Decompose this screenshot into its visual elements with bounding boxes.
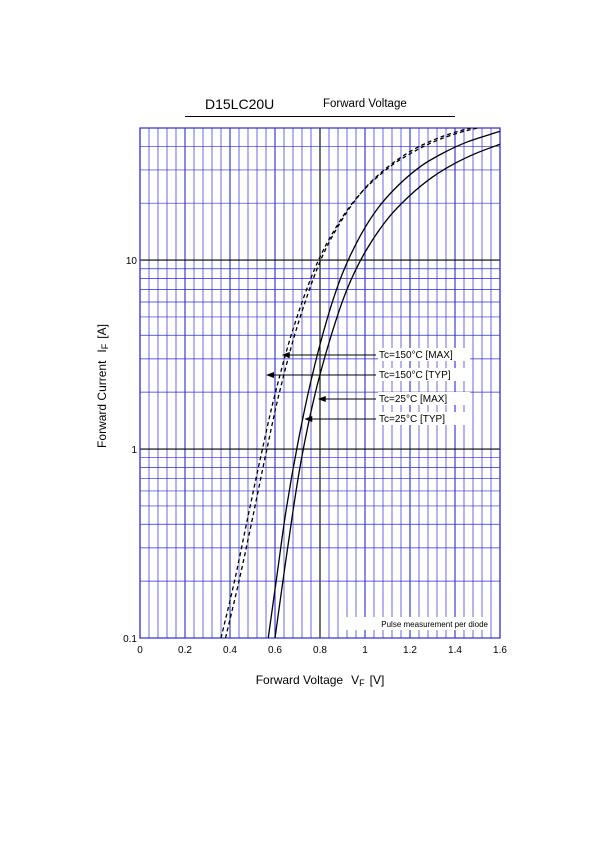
y-axis-subscript: F	[100, 343, 110, 349]
annotation-arrowhead	[304, 416, 313, 422]
y-axis-title: Forward Current	[95, 360, 109, 448]
x-tick-label: 1.2	[403, 645, 417, 656]
annotation-arrowhead	[281, 352, 290, 358]
x-tick-label: 0.8	[313, 645, 327, 656]
part-number: D15LC20U	[205, 96, 275, 112]
series-line	[274, 143, 500, 638]
curves	[220, 128, 500, 638]
annotation-label-bg	[378, 392, 470, 405]
y-axis-label: Forward Current IF [A]	[95, 324, 110, 448]
annotation-label-bg	[378, 368, 470, 381]
x-tick-label: 1.6	[493, 645, 507, 656]
y-tick-label: 0.1	[123, 634, 137, 645]
y-axis-symbol: I	[95, 349, 109, 352]
x-tick-label: 0.4	[223, 645, 237, 656]
x-tick-label: 1	[362, 645, 368, 656]
y-tick-label: 10	[126, 256, 138, 267]
x-tick-label: 0	[137, 645, 143, 656]
annotation-label: Tc=150°C [MAX]	[379, 350, 453, 361]
x-axis-subscript: F	[359, 678, 365, 688]
grid	[139, 127, 501, 639]
series-line	[267, 130, 500, 638]
annotations: Tc=150°C [MAX] Tc=150°C [TYP] Tc=25°C [MAX…	[266, 348, 470, 425]
series-line	[224, 128, 474, 638]
annotation-label: Tc=25°C [TYP]	[379, 414, 445, 425]
measurement-note: Pulse measurement per diode	[381, 620, 488, 629]
x-tick-label: 1.4	[448, 645, 462, 656]
annotation-label: Tc=150°C [TYP]	[379, 370, 451, 381]
x-axis-unit: [V]	[370, 673, 385, 687]
note-background	[346, 617, 490, 630]
x-axis-label: Forward Voltage VF [V]	[256, 673, 385, 688]
x-axis-title: Forward Voltage	[256, 673, 344, 687]
x-tick-label: 0.6	[268, 645, 282, 656]
x-tick-label: 0.2	[178, 645, 192, 656]
page-title: D15LC20U Forward Voltage	[185, 96, 455, 117]
y-axis-unit: [A]	[95, 324, 109, 339]
plot-border	[139, 127, 501, 639]
annotation-label-bg	[378, 412, 470, 425]
y-tick-label: 1	[131, 445, 137, 456]
annotation-label-bg	[378, 348, 470, 361]
annotation-label: Tc=25°C [MAX]	[379, 394, 447, 405]
annotation-arrowhead	[266, 372, 274, 378]
chart-subtitle: Forward Voltage	[323, 98, 407, 110]
annotation-arrowhead	[317, 396, 326, 402]
tick-labels: 0 0.2 0.4 0.6 0.8 1 1.2 1.4 1.6 0.1 1 10	[123, 256, 507, 656]
x-axis-symbol: V	[351, 673, 359, 687]
